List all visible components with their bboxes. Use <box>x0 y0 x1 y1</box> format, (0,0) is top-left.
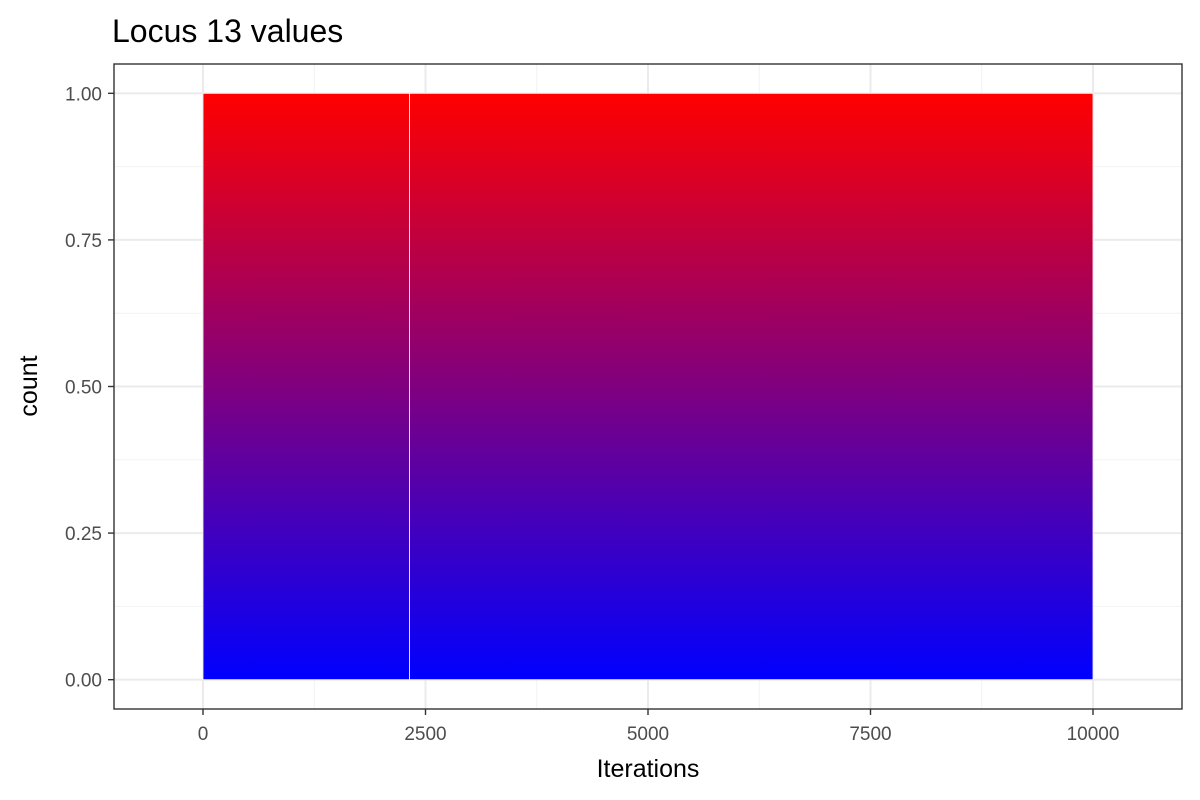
y-tick-label: 0.00 <box>65 671 102 692</box>
y-tick-label: 0.75 <box>65 231 102 252</box>
bars <box>202 92 1094 681</box>
x-axis: 0 2500 5000 7500 10000 <box>198 709 1120 745</box>
y-axis: 0.00 0.25 0.50 0.75 1.00 <box>65 84 114 692</box>
chart-title: Locus 13 values <box>112 13 343 49</box>
y-tick-label: 1.00 <box>65 84 102 105</box>
x-tick-label: 0 <box>198 724 209 745</box>
x-tick-label: 10000 <box>1067 724 1120 745</box>
bar-2 <box>409 92 1094 681</box>
x-axis-title: Iterations <box>597 755 700 783</box>
y-axis-title: count <box>15 355 43 416</box>
x-tick-label: 7500 <box>849 724 891 745</box>
y-tick-label: 0.25 <box>65 524 102 545</box>
x-tick-label: 2500 <box>404 724 446 745</box>
y-tick-label: 0.50 <box>65 378 102 399</box>
x-tick-label: 5000 <box>627 724 669 745</box>
bar-1 <box>202 92 410 681</box>
